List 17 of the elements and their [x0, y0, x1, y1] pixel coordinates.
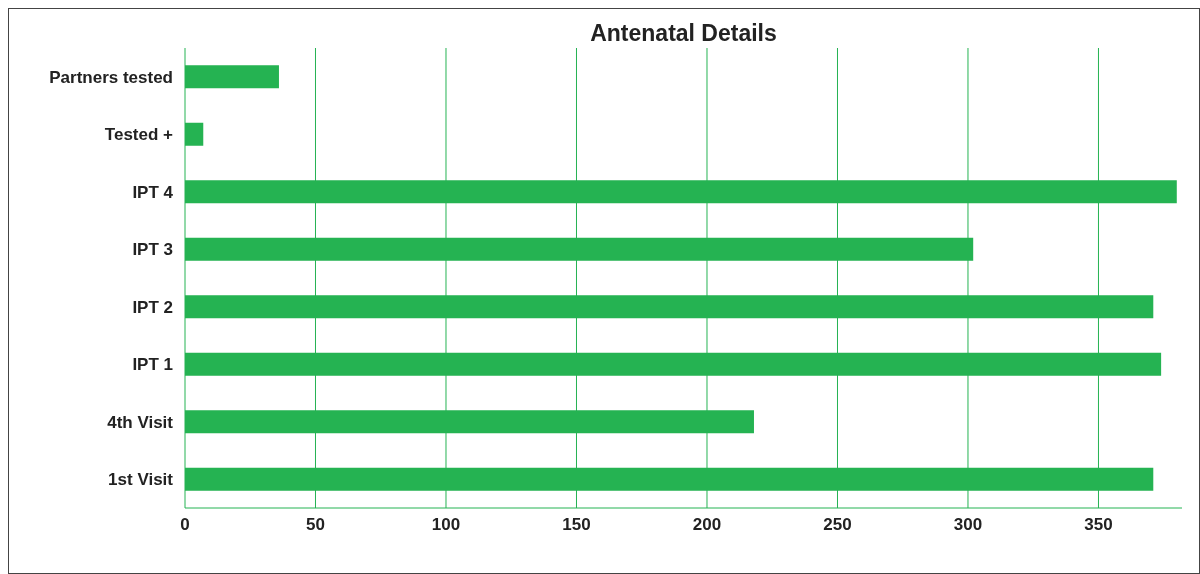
- chart-title: Antenatal Details: [590, 20, 777, 46]
- y-tick-label: Partners tested: [49, 67, 173, 87]
- y-tick-label: IPT 1: [132, 355, 173, 375]
- y-tick-label: IPT 3: [132, 240, 173, 260]
- y-tick-label: 1st Visit: [108, 470, 174, 490]
- y-tick-label: IPT 4: [132, 182, 174, 202]
- x-tick-label: 350: [1084, 515, 1113, 534]
- x-tick-label: 100: [431, 515, 461, 534]
- y-tick-label: IPT 2: [132, 297, 173, 317]
- x-tick-label: 0: [180, 515, 190, 534]
- x-tick-label: 50: [306, 515, 325, 534]
- x-tick-label: 250: [823, 515, 852, 534]
- x-tick-label: 300: [953, 515, 983, 534]
- x-tick-label: 200: [692, 515, 722, 534]
- y-tick-label: 4th Visit: [107, 412, 174, 432]
- y-tick-label: Tested +: [104, 125, 174, 145]
- x-tick-label: 150: [562, 515, 591, 534]
